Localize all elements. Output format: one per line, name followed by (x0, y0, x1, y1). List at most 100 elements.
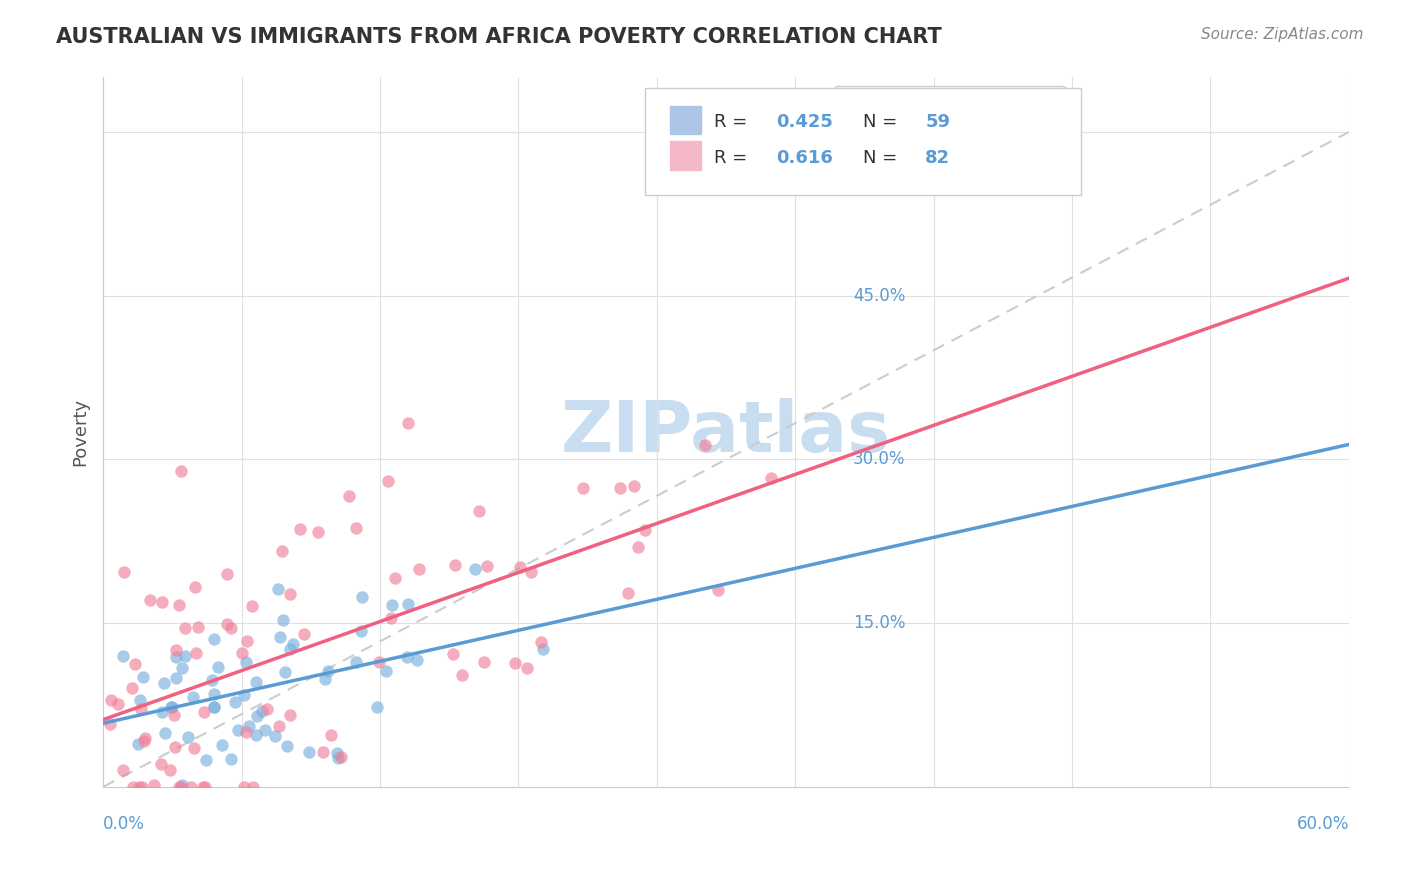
Point (122, 780, 145, 794)
Point (194, 780, 217, 794)
Point (609, 481, 631, 495)
Point (170, 661, 193, 675)
Point (269, 719, 291, 733)
Point (202, 632, 225, 647)
Text: 30.0%: 30.0% (853, 450, 905, 468)
Point (375, 664, 398, 678)
Point (129, 701, 152, 715)
Point (240, 599, 263, 613)
Point (242, 780, 264, 794)
Point (100, 693, 122, 707)
Point (153, 726, 176, 740)
Point (269, 631, 291, 645)
Point (176, 730, 198, 744)
Point (226, 723, 249, 737)
Point (325, 746, 347, 760)
Point (181, 690, 204, 704)
Point (245, 674, 267, 689)
Text: 82: 82 (925, 149, 950, 167)
Text: Source: ZipAtlas.com: Source: ZipAtlas.com (1201, 27, 1364, 42)
Point (283, 637, 305, 651)
Point (150, 595, 173, 609)
Text: 0.616: 0.616 (776, 149, 832, 167)
Point (193, 705, 215, 719)
Point (278, 707, 301, 722)
Point (224, 695, 246, 709)
Point (707, 583, 730, 598)
Text: 15.0%: 15.0% (853, 615, 905, 632)
Text: 59: 59 (925, 113, 950, 131)
Text: 0.0%: 0.0% (103, 815, 145, 833)
Point (693, 438, 716, 452)
Text: N =: N = (863, 113, 903, 131)
Point (254, 723, 277, 737)
Point (211, 738, 233, 752)
Point (131, 670, 153, 684)
Point (761, 470, 783, 484)
Point (617, 586, 640, 600)
Point (233, 688, 256, 702)
Point (150, 705, 173, 719)
Point (352, 591, 374, 605)
Point (111, 648, 134, 663)
Text: 60.0%: 60.0% (1296, 815, 1348, 833)
Point (202, 687, 225, 701)
Point (477, 558, 499, 573)
Point (408, 562, 430, 576)
Point (143, 778, 166, 792)
Point (121, 681, 143, 695)
Point (464, 562, 486, 576)
Point (169, 598, 191, 612)
Point (278, 587, 301, 601)
Point (520, 565, 543, 579)
Point (163, 739, 186, 754)
Point (174, 621, 197, 635)
Point (186, 646, 208, 660)
FancyBboxPatch shape (645, 88, 1081, 194)
Point (267, 582, 290, 596)
Point (232, 780, 254, 794)
Point (174, 648, 197, 663)
Point (202, 699, 225, 714)
Point (231, 646, 253, 660)
Point (159, 763, 181, 777)
Point (572, 481, 595, 495)
Point (328, 751, 350, 765)
Text: R =: R = (713, 113, 752, 131)
Point (384, 571, 406, 585)
Point (219, 752, 242, 766)
Point (152, 675, 174, 690)
Point (368, 655, 391, 669)
Point (292, 626, 315, 640)
Point (235, 725, 257, 739)
Point (131, 780, 153, 794)
Point (314, 672, 336, 686)
Point (377, 474, 399, 488)
Point (406, 653, 429, 667)
Text: N =: N = (863, 149, 903, 167)
Text: 0.425: 0.425 (776, 113, 832, 131)
Point (381, 598, 404, 612)
Point (256, 702, 278, 716)
Point (312, 745, 335, 759)
Point (98, 717, 121, 731)
Point (451, 668, 474, 682)
Point (132, 734, 155, 748)
FancyBboxPatch shape (669, 106, 702, 134)
Point (623, 479, 645, 493)
Point (170, 464, 193, 478)
Point (274, 665, 297, 680)
Point (395, 649, 418, 664)
Point (396, 416, 419, 430)
Point (346, 655, 368, 669)
Point (246, 709, 269, 723)
Text: 60.0%: 60.0% (853, 123, 905, 141)
Point (396, 597, 419, 611)
Point (250, 704, 273, 718)
Point (183, 580, 205, 594)
FancyBboxPatch shape (669, 141, 702, 169)
Point (350, 624, 373, 639)
Point (183, 740, 205, 755)
Point (288, 522, 311, 536)
Point (149, 757, 172, 772)
